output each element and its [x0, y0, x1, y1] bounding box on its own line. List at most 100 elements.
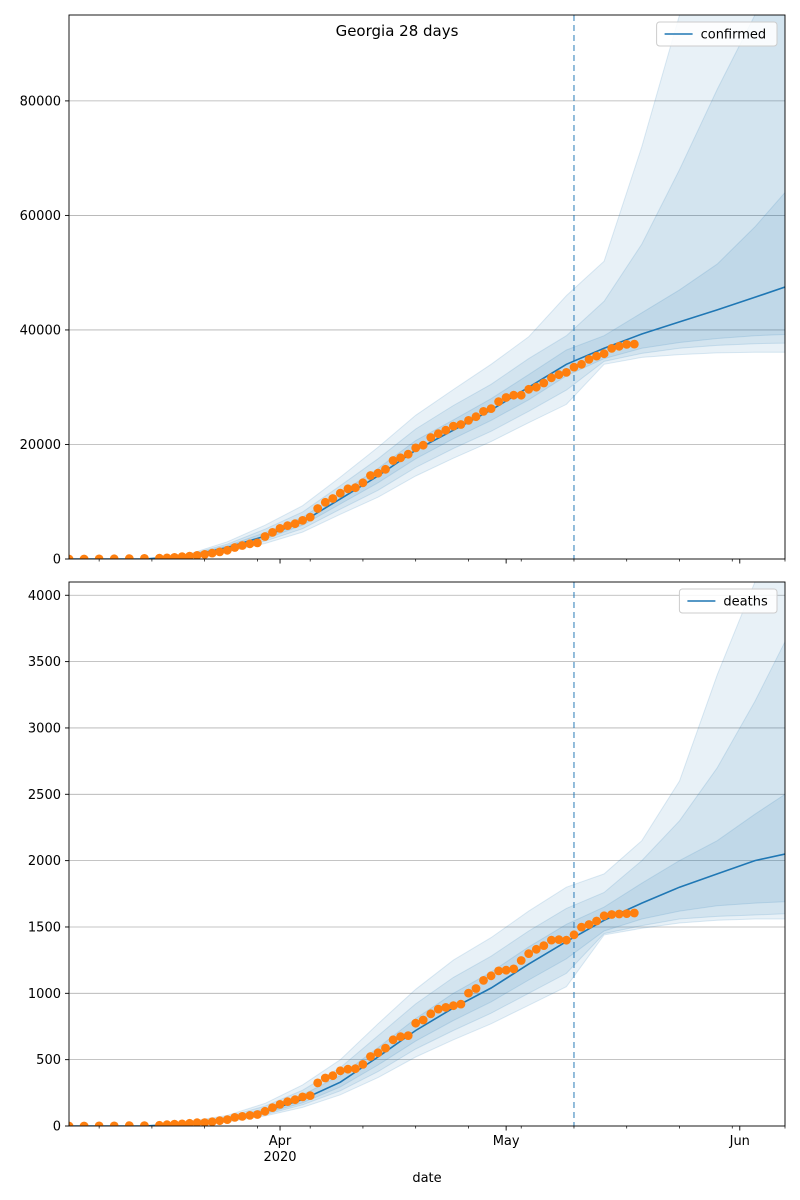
observed-point: [554, 370, 564, 380]
observed-point: [155, 553, 164, 559]
observed-point: [381, 1043, 390, 1053]
observed-point: [471, 412, 481, 422]
y-tick-label: 60000: [20, 209, 61, 224]
y-tick-label: 500: [36, 1053, 61, 1068]
observed-point: [245, 1111, 255, 1120]
observed-point: [464, 416, 473, 425]
observed-point: [501, 393, 511, 402]
observed-point: [283, 1097, 292, 1106]
observed-point: [230, 1113, 240, 1122]
observed-point: [471, 984, 481, 993]
observed-point: [547, 373, 556, 383]
observed-point: [79, 554, 89, 559]
observed-point: [569, 930, 579, 940]
observed-point: [411, 443, 421, 453]
y-tick-label: 0: [53, 1120, 61, 1135]
figure-title: Georgia 28 days: [336, 22, 459, 40]
observed-point: [328, 494, 338, 503]
observed-point: [275, 1100, 285, 1109]
observed-point: [562, 368, 571, 377]
observed-point: [328, 1071, 338, 1081]
observed-point: [607, 344, 617, 353]
observed-point: [456, 420, 466, 429]
observed-point: [185, 551, 194, 559]
observed-point: [79, 1121, 89, 1126]
observed-point: [290, 519, 300, 529]
observed-point: [192, 1118, 202, 1126]
observed-point: [320, 1073, 330, 1083]
legend-label: deaths: [723, 595, 768, 610]
observed-point: [373, 1048, 383, 1058]
plot-area: [69, 582, 785, 1126]
observed-point: [524, 949, 534, 958]
observed-point: [343, 484, 353, 494]
observed-point: [388, 456, 398, 465]
observed-point: [170, 553, 179, 559]
observed-point: [381, 464, 390, 474]
observed-point: [290, 1095, 300, 1105]
observed-point: [109, 1121, 119, 1126]
observed-point: [584, 355, 594, 364]
observed-point: [509, 964, 519, 974]
uncertainty-band-outer: [189, 15, 785, 558]
legend: confirmed: [656, 21, 778, 47]
observed-point: [343, 1064, 353, 1074]
plot-frame: [68, 14, 786, 560]
observed-point: [531, 382, 541, 392]
observed-point: [124, 1121, 134, 1126]
observed-point: [539, 941, 549, 950]
observed-point: [177, 552, 187, 559]
y-tick-label: 20000: [20, 438, 61, 453]
observed-point: [411, 1018, 421, 1028]
observed-point: [215, 1116, 225, 1126]
observed-point: [449, 1001, 458, 1011]
observed-point: [486, 971, 496, 981]
observed-point: [162, 1120, 172, 1126]
observed-point: [124, 554, 134, 559]
observed-point: [351, 1064, 360, 1074]
observed-point: [486, 404, 496, 413]
observed-point: [418, 440, 428, 450]
y-tick-label: 40000: [20, 323, 61, 338]
observed-point: [69, 1121, 74, 1126]
observed-point: [185, 1118, 194, 1126]
observed-point: [192, 551, 202, 559]
observed-point: [426, 433, 436, 442]
observed-point: [614, 341, 624, 351]
observed-point: [268, 528, 277, 537]
observed-point: [230, 543, 240, 552]
observed-point: [358, 478, 368, 488]
observed-point: [629, 908, 639, 918]
observed-point: [207, 1117, 217, 1126]
observed-point: [607, 910, 617, 919]
y-tick-label: 80000: [20, 94, 61, 109]
observed-point: [155, 1120, 164, 1126]
observed-point: [351, 483, 360, 493]
observed-point: [622, 909, 632, 918]
observed-point: [260, 532, 270, 541]
x-tick-label: Apr: [269, 1134, 292, 1149]
observed-point: [464, 988, 473, 998]
observed-point: [268, 1103, 277, 1112]
observed-point: [433, 429, 443, 439]
plot-frame: [68, 581, 786, 1127]
y-tick-label: 4000: [28, 589, 61, 604]
observed-point: [260, 1106, 270, 1116]
observed-point: [275, 524, 285, 533]
observed-point: [577, 359, 586, 369]
observed-point: [592, 916, 601, 926]
observed-point: [222, 1115, 232, 1124]
observed-point: [366, 471, 375, 480]
observed-point: [403, 449, 413, 459]
y-tick-label: 0: [53, 553, 61, 568]
observed-point: [94, 554, 104, 559]
observed-point: [94, 1121, 104, 1126]
observed-point: [531, 944, 541, 954]
observed-point: [200, 1118, 210, 1126]
observed-point: [592, 351, 601, 361]
observed-point: [433, 1004, 443, 1014]
observed-point: [358, 1060, 368, 1069]
observed-point: [313, 1078, 323, 1088]
y-tick-label: 1000: [28, 987, 61, 1002]
